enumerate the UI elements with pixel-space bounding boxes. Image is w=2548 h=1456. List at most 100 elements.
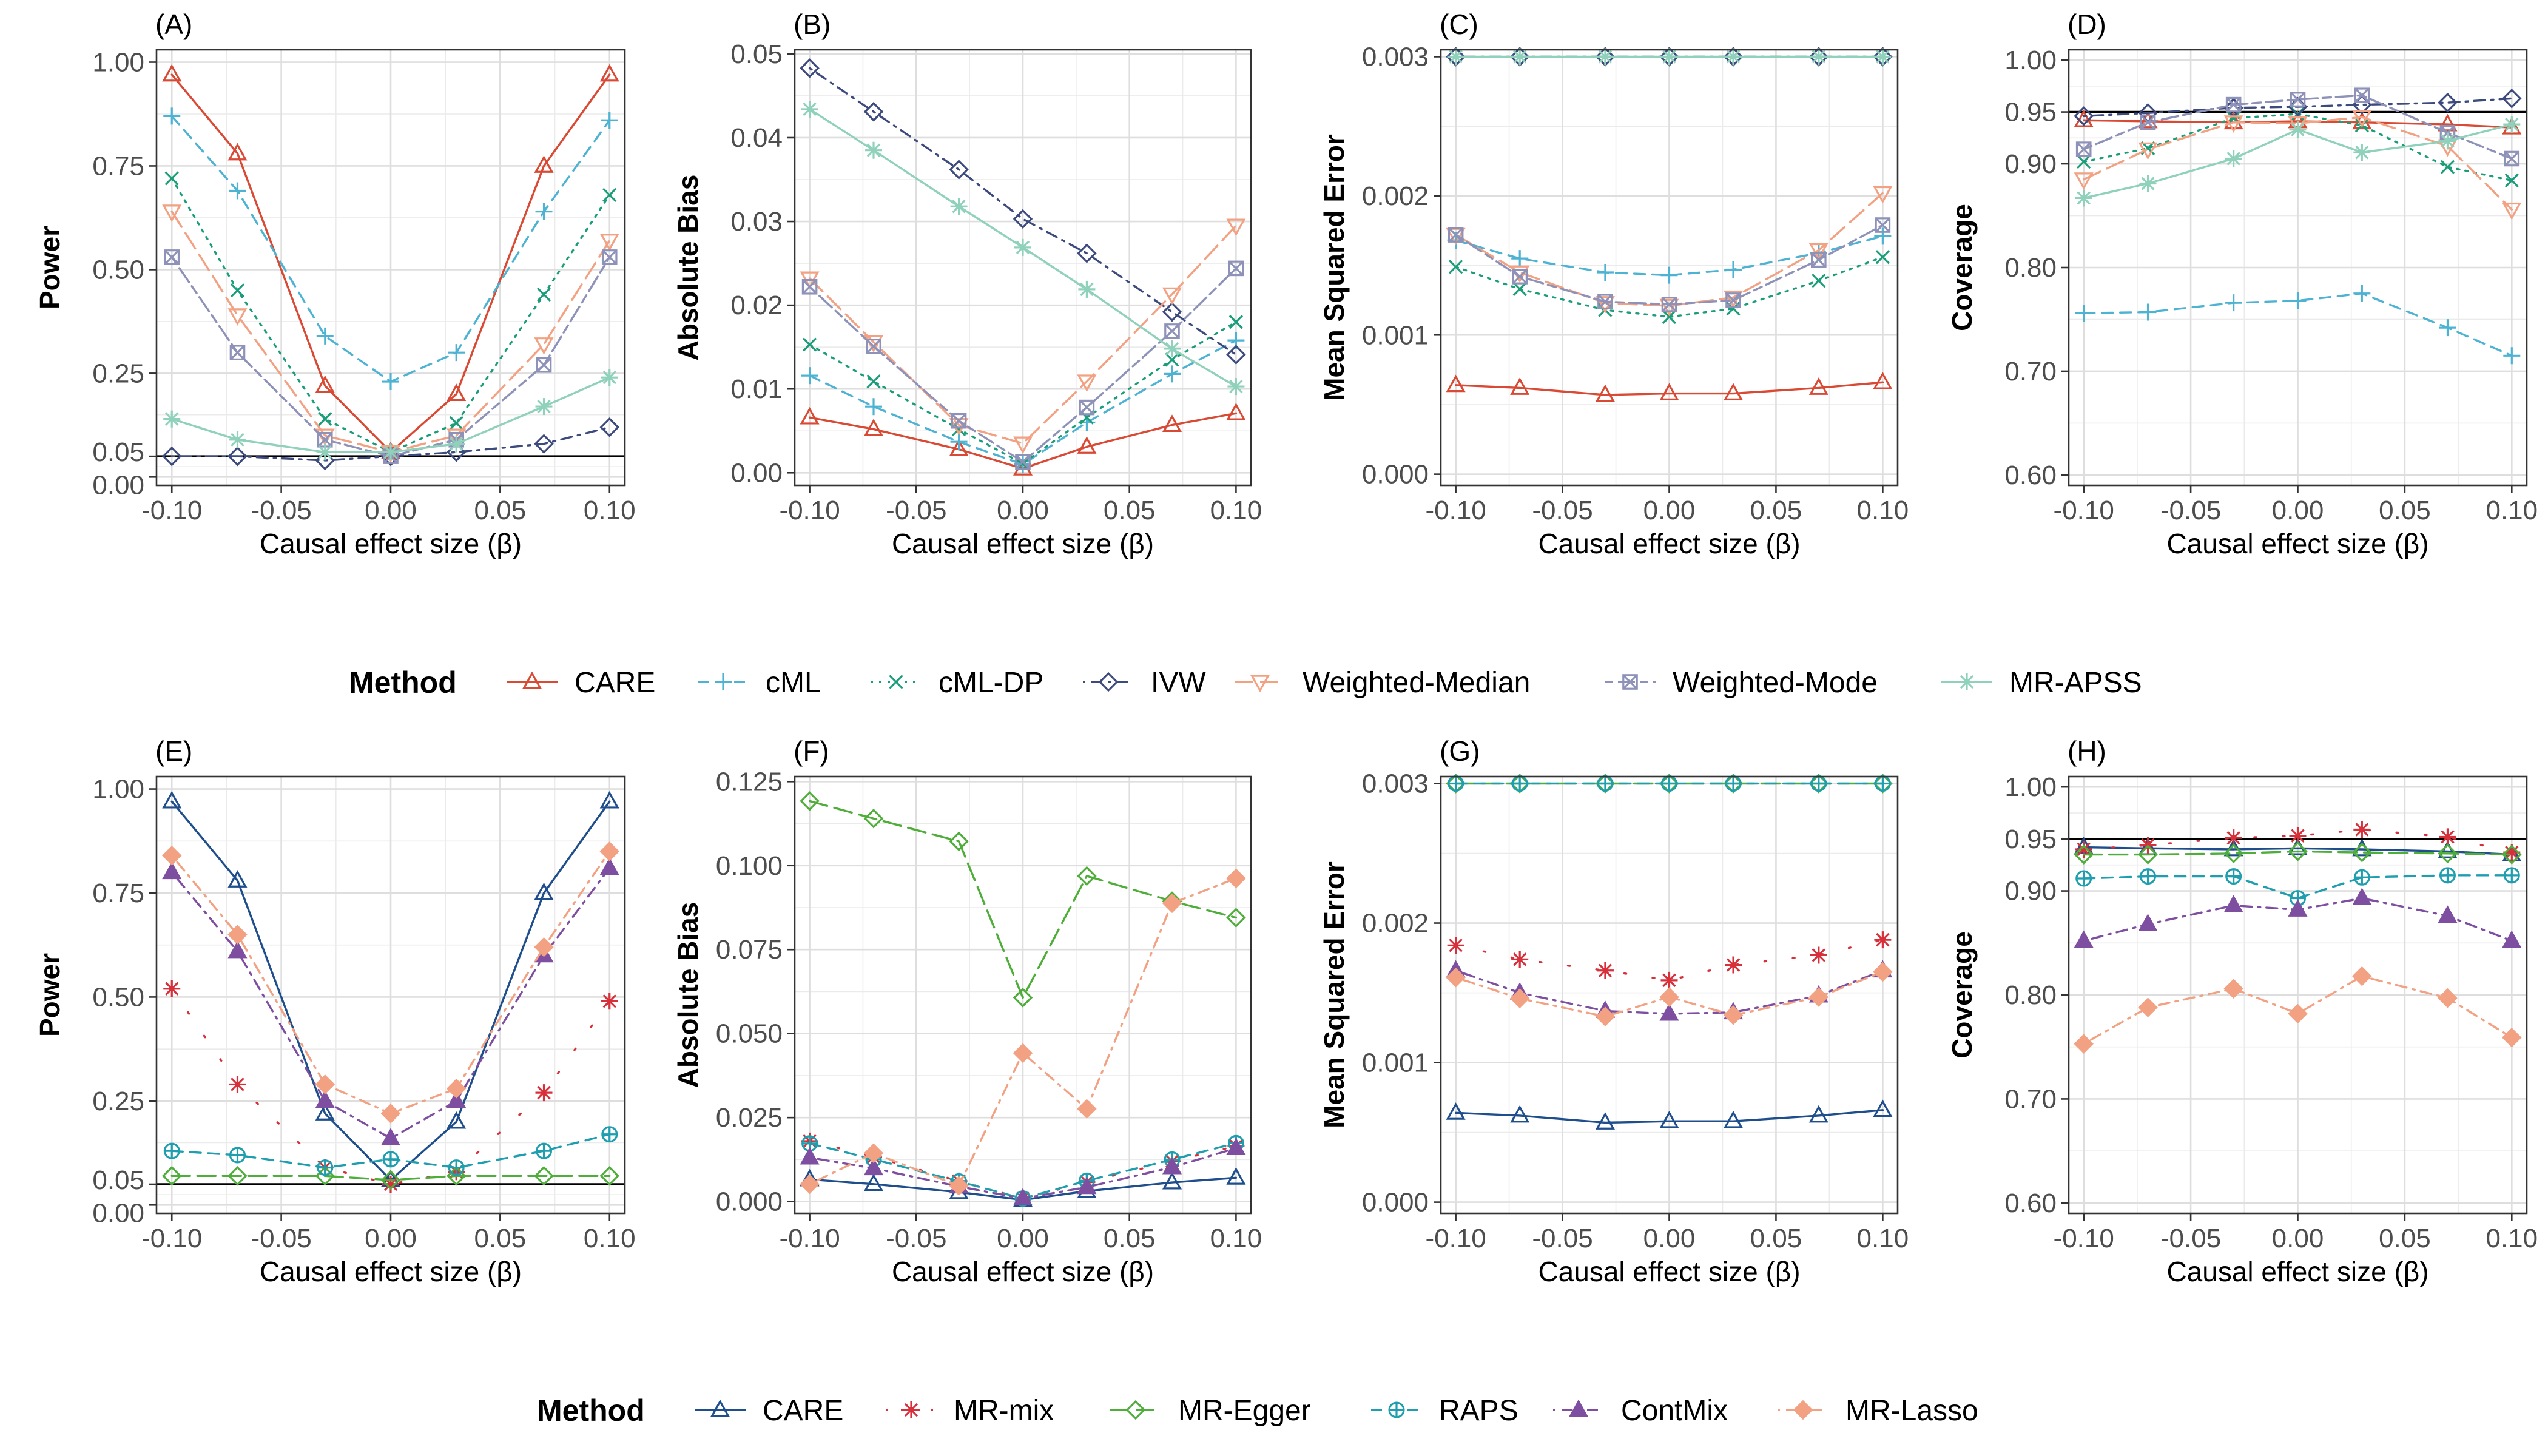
data-point bbox=[1808, 377, 1828, 395]
data-point bbox=[1875, 250, 1890, 265]
x-tick-label: -0.05 bbox=[1532, 1224, 1592, 1253]
series-care2 bbox=[1446, 1099, 1893, 1130]
x-tick-label: -0.10 bbox=[779, 1224, 840, 1253]
series-line bbox=[1454, 1109, 1884, 1124]
y-tick-label: 0.95 bbox=[2004, 824, 2057, 854]
data-point bbox=[863, 808, 884, 829]
x-tick-label: 0.00 bbox=[365, 496, 417, 525]
data-point bbox=[535, 1084, 553, 1102]
data-point bbox=[949, 160, 969, 180]
data-point bbox=[1808, 1105, 1828, 1123]
data-point bbox=[1162, 287, 1182, 305]
data-point bbox=[2504, 150, 2520, 167]
panel-title: (F) bbox=[794, 735, 829, 767]
data-point bbox=[1725, 292, 1741, 308]
data-point bbox=[2225, 96, 2242, 113]
data-point bbox=[1597, 294, 1613, 310]
panel-title: (B) bbox=[794, 8, 831, 40]
data-point bbox=[228, 1166, 248, 1186]
y-tick-label: 1.00 bbox=[2004, 772, 2057, 802]
legend-entry-ivw: IVW bbox=[1083, 667, 1206, 699]
y-tick-label: 0.05 bbox=[92, 437, 144, 467]
data-point bbox=[163, 980, 181, 997]
data-point bbox=[1446, 967, 1466, 988]
data-point bbox=[1724, 383, 1744, 401]
data-point bbox=[2290, 92, 2306, 107]
data-point bbox=[228, 870, 248, 888]
y-tick-label: 0.90 bbox=[2004, 149, 2057, 179]
legend-entry-mr-lasso: MR-Lasso bbox=[1778, 1395, 1978, 1427]
data-point bbox=[534, 882, 554, 900]
x-tick-label: 0.00 bbox=[1643, 496, 1696, 525]
y-tick-label: 0.03 bbox=[730, 207, 783, 237]
series-line bbox=[1454, 381, 1884, 396]
data-point bbox=[2502, 202, 2522, 220]
panel-h: -0.10 -0.05 0.00 0.05 0.10 0.60 0.70 0.80 0.90 0.… bbox=[1946, 735, 2538, 1287]
panel-f: -0.10 -0.05 0.00 0.05 0.10 0.000 0.025 0.050 0.0… bbox=[672, 735, 1262, 1287]
data-point bbox=[1163, 365, 1181, 383]
data-point bbox=[1659, 1110, 1679, 1128]
data-point bbox=[162, 790, 182, 809]
data-point bbox=[2074, 172, 2094, 190]
ticks: -0.10 -0.05 0.00 0.05 0.10 0.60 0.70 0.80 0.90 0.… bbox=[2004, 772, 2538, 1253]
data-point bbox=[2502, 930, 2522, 948]
y-axis-label: Absolute Bias bbox=[672, 902, 704, 1088]
y-tick-label: 0.75 bbox=[92, 151, 144, 181]
data-point bbox=[1808, 243, 1828, 261]
series-line bbox=[2082, 850, 2513, 856]
x-tick-label: 0.10 bbox=[1210, 1224, 1262, 1253]
legend-entry-cml: cML bbox=[698, 667, 821, 699]
data-point bbox=[1013, 1188, 1033, 1206]
ticks: -0.10 -0.05 0.00 0.05 0.10 0.00 0.01 0.02 0.03 0.… bbox=[730, 39, 1262, 525]
data-point bbox=[447, 1111, 467, 1129]
data-point bbox=[2225, 294, 2242, 312]
x-axis-label: Causal effect size (β) bbox=[892, 1256, 1154, 1287]
series-raps bbox=[163, 1126, 618, 1176]
panel-title: (C) bbox=[1440, 8, 1478, 40]
data-point bbox=[800, 1174, 820, 1195]
series-line bbox=[808, 67, 1238, 356]
ticks: -0.10 -0.05 0.00 0.05 0.100.000.050.250.500.… bbox=[92, 775, 635, 1253]
data-point bbox=[1077, 436, 1097, 454]
data-point bbox=[315, 1090, 335, 1108]
data-point bbox=[447, 1090, 467, 1108]
panel-a: -0.10 -0.05 0.00 0.05 0.100.000.050.250.500.… bbox=[34, 8, 636, 559]
data-point bbox=[1077, 1099, 1097, 1119]
data-point bbox=[1228, 260, 1244, 277]
data-point bbox=[161, 1166, 182, 1186]
x-axis-label: Causal effect size (β) bbox=[2166, 1256, 2428, 1287]
ticks: -0.10 -0.05 0.00 0.05 0.10 0.000 0.001 0.002 0.0… bbox=[1362, 42, 1909, 525]
legend-label: cML-DP bbox=[939, 667, 1043, 699]
x-tick-label: -0.05 bbox=[251, 1224, 311, 1253]
legend-entry-mr-egger: MR-Egger bbox=[1110, 1395, 1311, 1427]
data-point bbox=[1013, 436, 1033, 454]
data-point bbox=[949, 418, 969, 436]
data-point bbox=[315, 1103, 335, 1121]
series-raps bbox=[1448, 775, 1891, 792]
data-point bbox=[163, 410, 181, 428]
data-point bbox=[2225, 868, 2242, 885]
series-mr-lasso bbox=[161, 841, 620, 1124]
legend-label: ContMix bbox=[1621, 1395, 1728, 1427]
data-point bbox=[1448, 775, 1464, 792]
data-point bbox=[1873, 186, 1893, 204]
data-point bbox=[1162, 414, 1182, 432]
data-point bbox=[1660, 266, 1678, 284]
data-point bbox=[2438, 92, 2458, 113]
data-point bbox=[1013, 209, 1033, 229]
panel-b: -0.10 -0.05 0.00 0.05 0.10 0.00 0.01 0.02 0.03 0.… bbox=[672, 8, 1262, 559]
data-point bbox=[2438, 113, 2458, 132]
data-point bbox=[863, 1173, 884, 1191]
x-tick-label: 0.10 bbox=[2486, 1224, 2538, 1253]
x-tick-label: -0.10 bbox=[141, 1224, 202, 1253]
legend-label: MR-Lasso bbox=[1845, 1395, 1978, 1427]
data-point bbox=[801, 367, 818, 385]
data-point bbox=[2289, 121, 2307, 138]
x-axis-label: Causal effect size (β) bbox=[1538, 528, 1800, 559]
data-point bbox=[380, 446, 401, 467]
legend-entry-cml-dp: cML-DP bbox=[871, 667, 1043, 699]
y-tick-label: 0.002 bbox=[1362, 909, 1429, 939]
data-point bbox=[2354, 87, 2370, 104]
data-point bbox=[2502, 844, 2522, 864]
data-point bbox=[1512, 281, 1527, 297]
